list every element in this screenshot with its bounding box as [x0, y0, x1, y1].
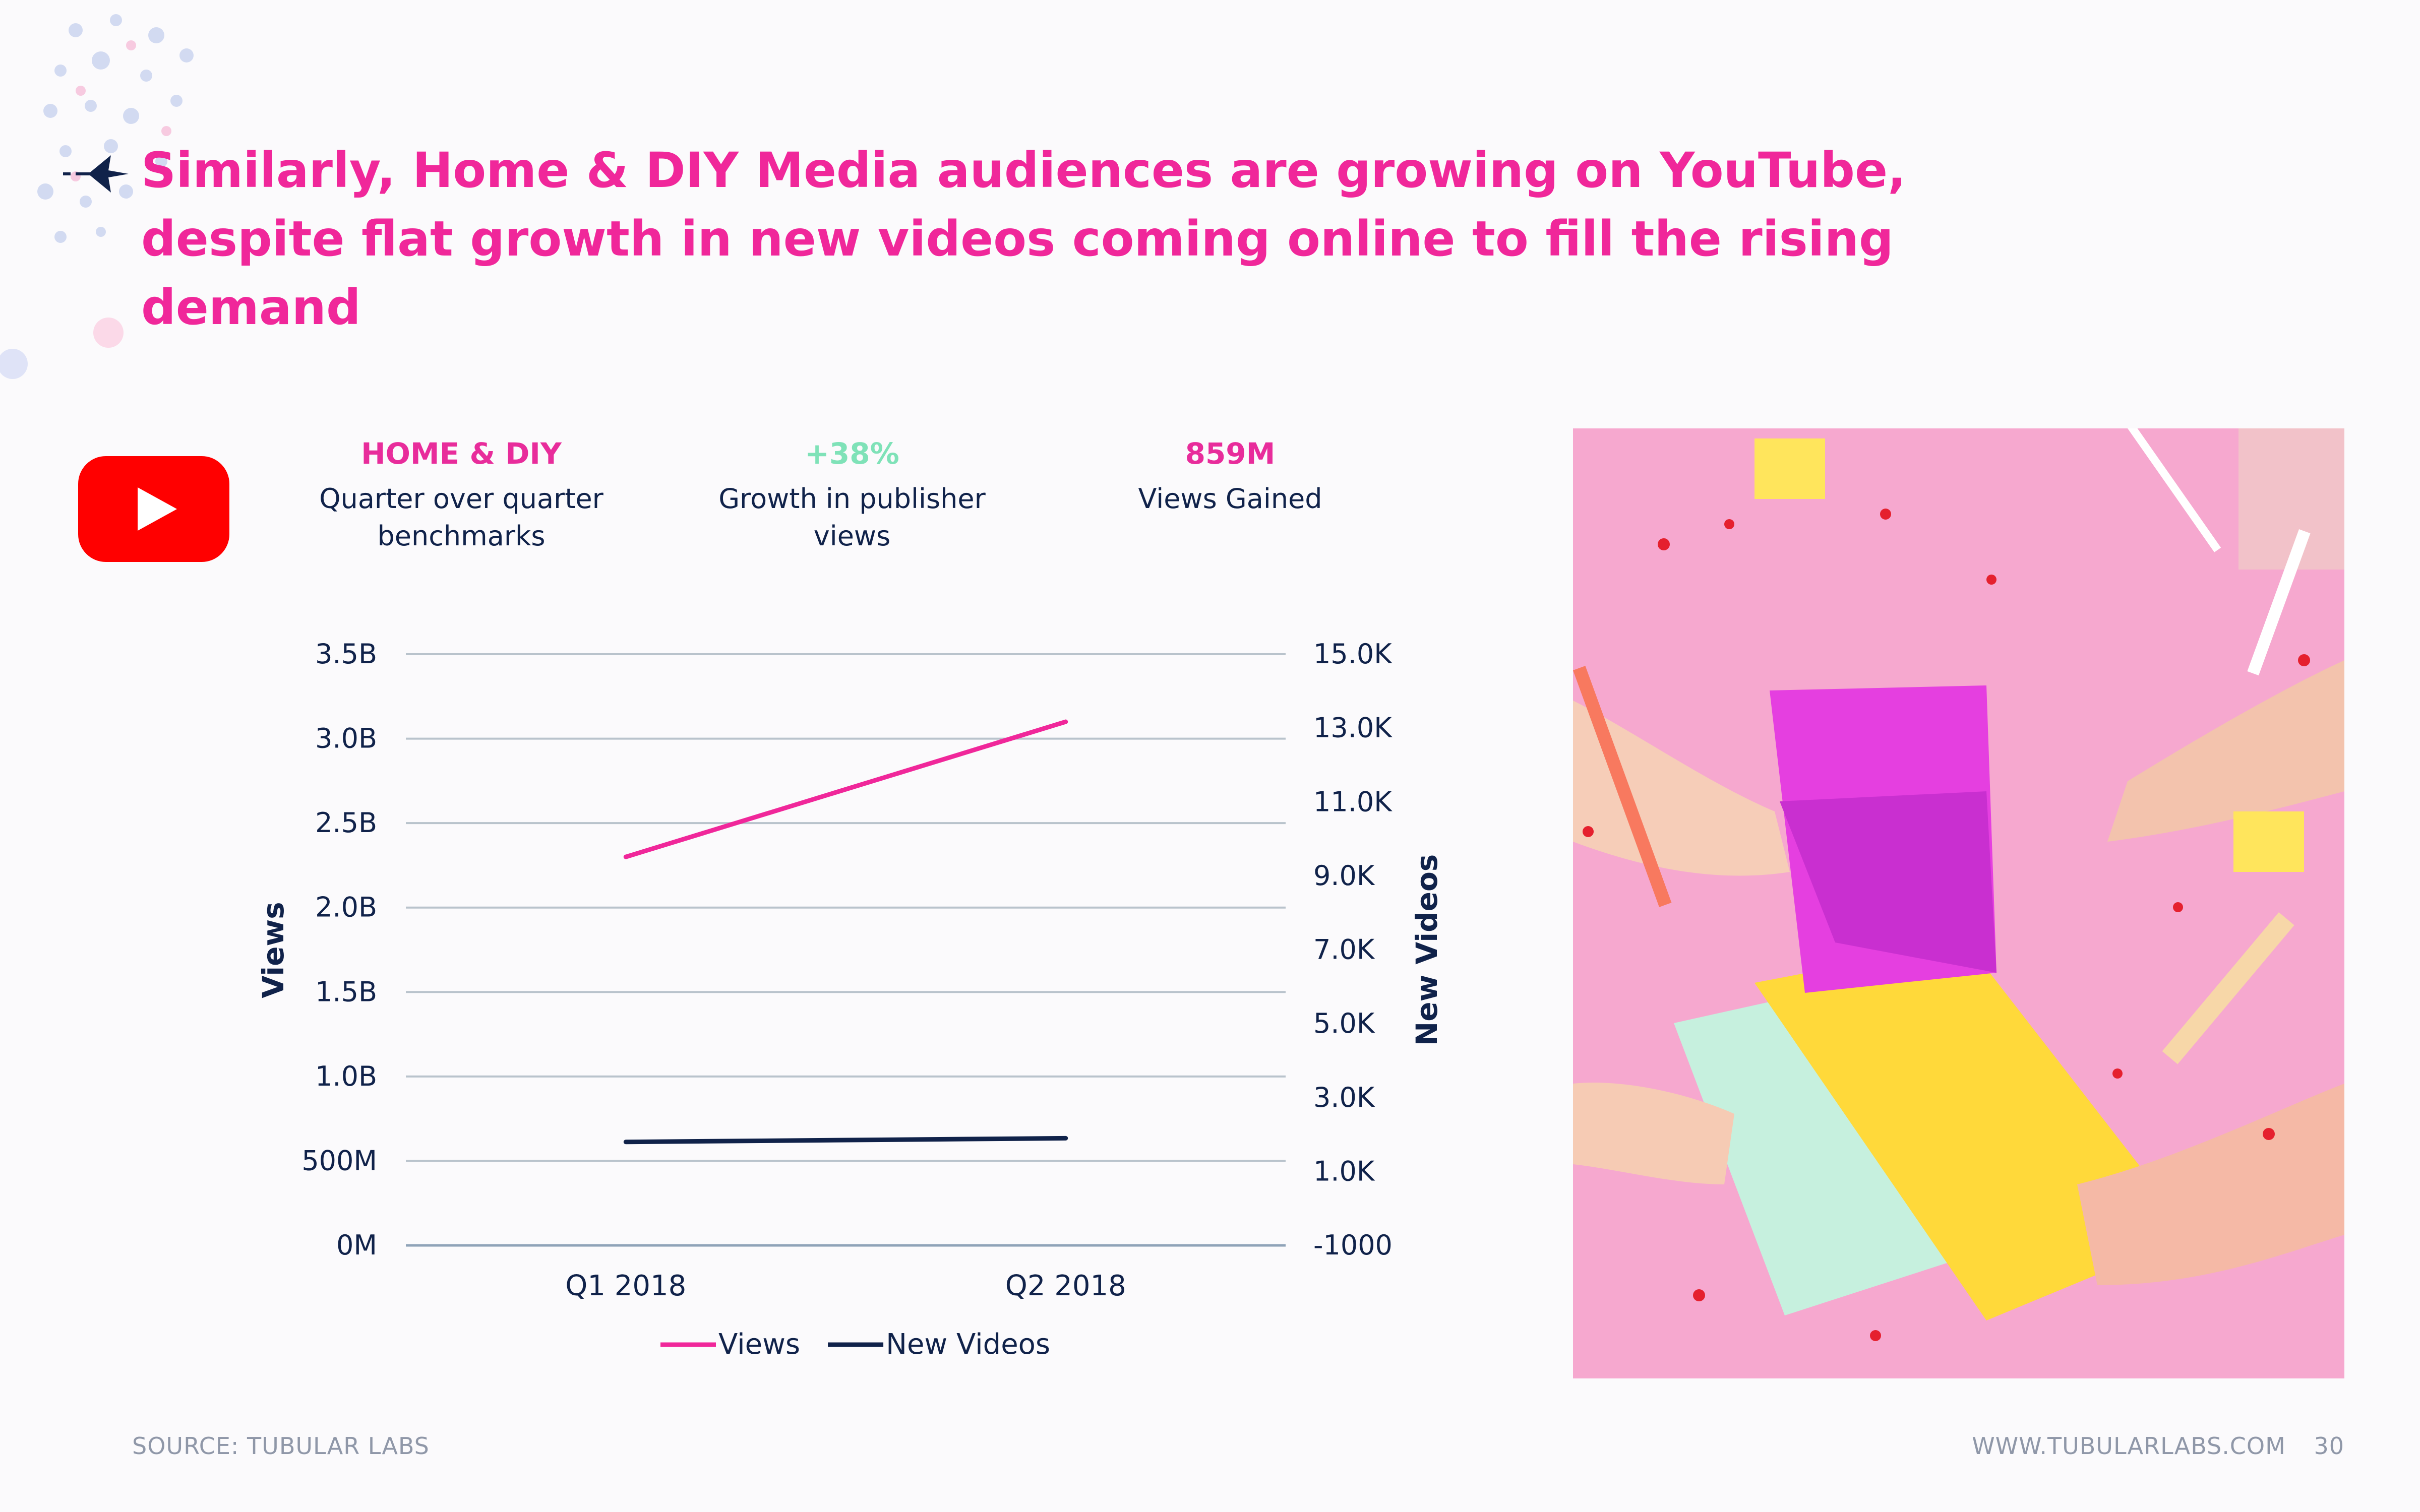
y2-tick-label: 15.0K [1313, 638, 1393, 670]
y-tick-label: 500M [301, 1145, 377, 1176]
stat-description: Quarter over quarter benchmarks [319, 483, 603, 552]
y-tick-label: 2.5B [315, 807, 377, 839]
y-tick-label: 3.5B [315, 638, 377, 670]
source-note: SOURCE: TUBULAR LABS [132, 1432, 430, 1460]
website-url: WWW.TUBULARLABS.COM [1972, 1432, 2286, 1460]
series-line-new-videos [623, 1136, 1068, 1145]
y2-tick-label: 9.0K [1313, 860, 1375, 892]
page-number: 30 [2314, 1432, 2344, 1460]
stat-home-diy: HOME & DIY Quarter over quarter benchmar… [292, 436, 630, 555]
arrow-star-icon [63, 155, 129, 193]
y-tick-label: 3.0B [315, 723, 377, 754]
y2-tick-label: 5.0K [1313, 1007, 1375, 1039]
y-axis-label: Views [256, 902, 290, 998]
y-tick-label: 1.0B [315, 1060, 377, 1092]
diy-crafting-photo [1573, 428, 2344, 1378]
footer: WWW.TUBULARLABS.COM 30 [1972, 1432, 2344, 1460]
y-tick-label: 0M [336, 1229, 377, 1261]
y-tick-label: 2.0B [315, 892, 377, 923]
legend-label: Views [718, 1328, 800, 1361]
crafting-illustration [1573, 428, 2344, 1378]
y2-tick-label: 1.0K [1313, 1155, 1375, 1187]
slide-title: Similarly, Home & DIY Media audiences ar… [141, 142, 1906, 336]
stat-description: Growth in publisher views [718, 483, 986, 552]
series-line-views [623, 719, 1068, 859]
y2-tick-label: 13.0K [1313, 712, 1393, 744]
decorative-pattern [0, 14, 194, 379]
y2-tick-label: -1000 [1313, 1229, 1393, 1261]
y2-axis-label: New Videos [1410, 854, 1444, 1046]
legend-label: New Videos [886, 1328, 1050, 1361]
x-tick-label: Q1 2018 [565, 1270, 686, 1302]
stat-views-gained: 859M Views Gained [1089, 436, 1371, 518]
stat-headline: 859M [1185, 436, 1276, 471]
y2-tick-label: 7.0K [1313, 934, 1375, 966]
y2-tick-label: 3.0K [1313, 1082, 1375, 1113]
line-chart: 0M 500M 1.0B 1.5B 2.0B 2.5B 3.0B 3.5B -1000 1.0K 3… [256, 638, 1444, 1361]
y-tick-label: 1.5B [315, 976, 377, 1007]
x-tick-label: Q2 2018 [1005, 1270, 1126, 1302]
stat-headline: HOME & DIY [361, 436, 562, 471]
stat-growth: +38% Growth in publisher views [696, 436, 1008, 555]
stat-description: Views Gained [1138, 483, 1322, 515]
stat-headline: +38% [805, 436, 899, 471]
y2-tick-label: 11.0K [1313, 786, 1393, 817]
youtube-logo [78, 456, 229, 562]
